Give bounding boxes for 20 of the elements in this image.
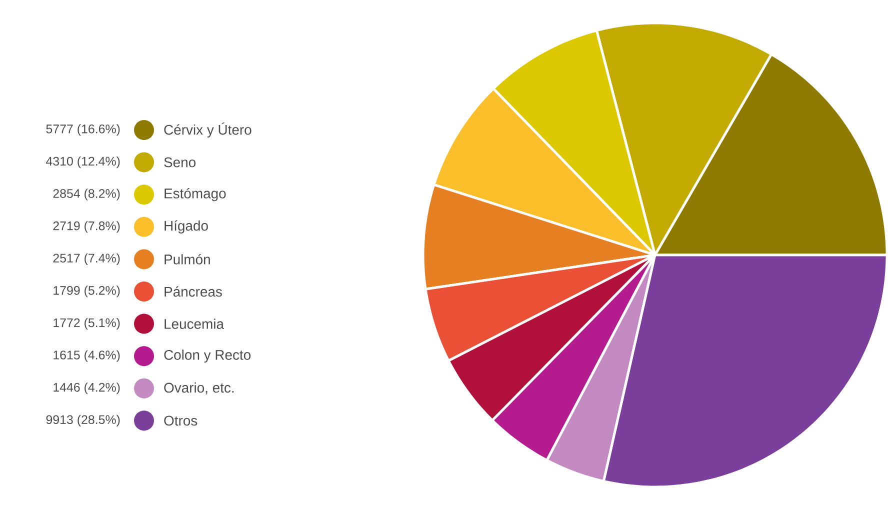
- data-label: 1446 (4.2%): [54, 382, 120, 394]
- legend-label: Pulmón: [164, 254, 210, 264]
- legend-label: Leucemia: [164, 318, 224, 329]
- data-label: 5777 (16.6%): [46, 124, 120, 136]
- data-label: 9913 (28.5%): [46, 414, 120, 426]
- data-label: 4310 (12.4%): [46, 156, 120, 168]
- data-label: 2719 (7.8%): [53, 221, 120, 233]
- legend-label: Seno: [164, 157, 196, 168]
- legend-label: Ovario, etc.: [164, 382, 234, 394]
- data-label: 1615 (4.6%): [54, 350, 120, 362]
- data-label: 2854 (8.2%): [53, 188, 120, 200]
- legend-label: Otros: [164, 416, 198, 426]
- legend-label: Colon y Recto: [164, 350, 251, 363]
- data-label: 2517 (7.4%): [53, 253, 120, 265]
- data-label: 1799 (5.2%): [54, 286, 120, 298]
- legend-label: Páncreas: [164, 286, 222, 297]
- data-label: 1772 (5.1%): [54, 318, 120, 330]
- legend-label: Hígado: [164, 220, 208, 234]
- legend-label: Cérvix y Útero: [164, 122, 252, 138]
- legend-label: Estómago: [164, 188, 226, 202]
